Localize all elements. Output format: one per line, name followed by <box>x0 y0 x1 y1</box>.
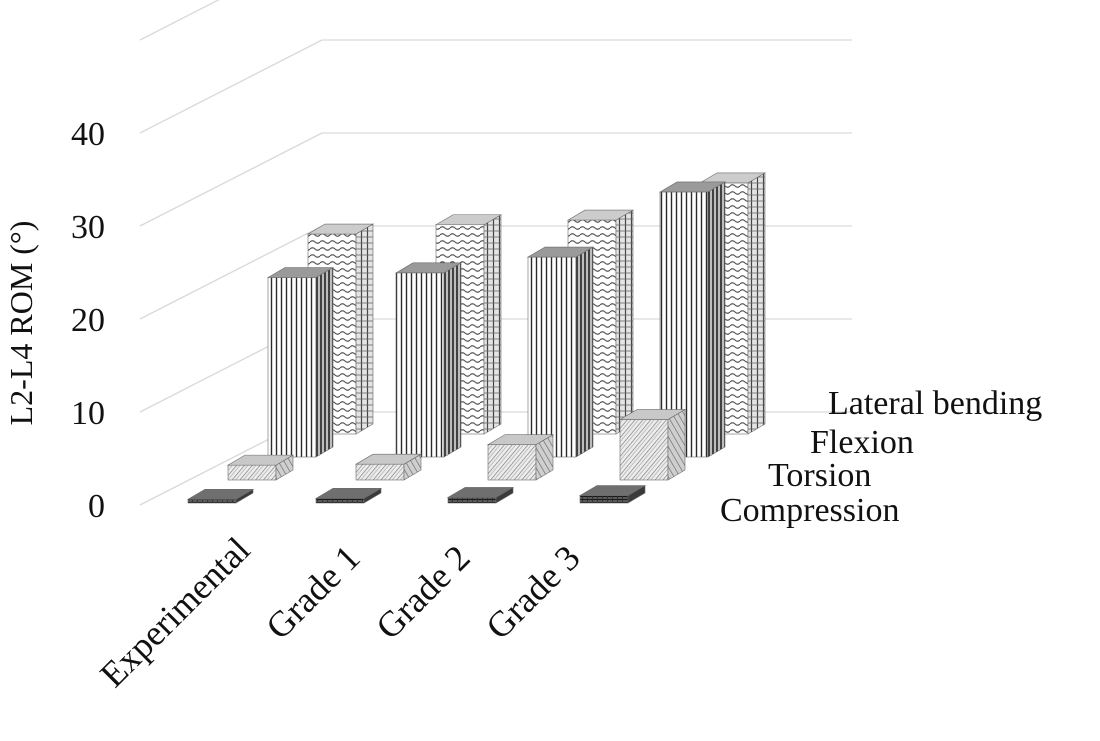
bar-side <box>707 181 726 458</box>
bars <box>186 172 767 504</box>
bar-compression-grade-3 <box>578 485 647 504</box>
bar-side <box>747 172 766 435</box>
y-tick-label: 10 <box>71 395 105 432</box>
x-tick-label-grade-2: Grade 2 <box>368 537 478 647</box>
y-tick-label: 30 <box>71 209 105 246</box>
bar-top <box>314 488 383 499</box>
labels: 0 10 20 30 40 L2-L4 ROM (°) Lateral bendingFle… <box>3 116 1042 695</box>
bar-top <box>658 181 727 193</box>
series-label-flexion: Flexion <box>810 424 914 461</box>
bar-flexion-experimental <box>266 266 335 458</box>
series-label-lateral-bending: Lateral bending <box>828 385 1042 422</box>
y-tick-label: 20 <box>71 302 105 339</box>
bar-front <box>187 498 237 504</box>
bar-side <box>575 246 594 458</box>
y-tick-label: 0 <box>88 488 105 525</box>
bar-top <box>446 487 515 498</box>
bar-front <box>267 277 317 458</box>
bar-front <box>527 256 577 458</box>
bar-torsion-experimental <box>226 454 295 481</box>
bar-side <box>315 266 334 458</box>
bar-compression-grade-2 <box>446 486 515 504</box>
bar-side <box>483 214 502 435</box>
y-axis-label: L2-L4 ROM (°) <box>3 221 39 426</box>
bar-compression-grade-1 <box>314 487 383 504</box>
series-label-torsion: Torsion <box>768 457 871 494</box>
bar-top <box>566 209 635 221</box>
bar-side <box>355 223 374 435</box>
bar-side <box>443 262 462 458</box>
grid-line-diag <box>139 39 323 134</box>
grid-line-diag <box>139 225 323 320</box>
bar-front <box>315 498 365 504</box>
bar-top <box>226 454 295 466</box>
bar-front <box>619 419 669 481</box>
x-tick-label-experimental: Experimental <box>92 529 257 694</box>
x-tick-label-grade-1: Grade 1 <box>258 537 368 647</box>
bar-flexion-grade-2 <box>526 246 595 458</box>
bar-torsion-grade-2 <box>486 434 555 481</box>
grid-line-diag <box>139 0 220 41</box>
bar-top <box>394 262 463 274</box>
y-tick-label: 40 <box>71 116 105 153</box>
bar-front <box>355 463 405 481</box>
bar-front <box>395 272 445 458</box>
bar-top <box>486 434 555 445</box>
bar-side <box>615 209 634 435</box>
bar-top <box>578 485 647 496</box>
bar-front <box>487 444 537 481</box>
grid-line-diag <box>139 132 323 227</box>
series-label-compression: Compression <box>720 492 899 529</box>
bar-compression-experimental <box>186 488 255 504</box>
bar-top <box>186 488 255 500</box>
bar-side <box>667 409 686 481</box>
bar-top <box>354 453 423 465</box>
bar-front <box>579 495 629 504</box>
bar-top <box>434 214 503 226</box>
bar-front <box>227 464 277 481</box>
bar-torsion-grade-1 <box>354 453 423 481</box>
bar-top <box>306 223 375 235</box>
bar-front <box>447 497 497 504</box>
bar-top <box>698 172 767 184</box>
bar-torsion-grade-3 <box>618 409 687 481</box>
bar-top <box>266 267 335 278</box>
bar-flexion-grade-1 <box>394 262 463 458</box>
bar-top <box>526 246 595 258</box>
x-tick-label-grade-3: Grade 3 <box>478 537 588 647</box>
bar-top <box>618 409 687 420</box>
